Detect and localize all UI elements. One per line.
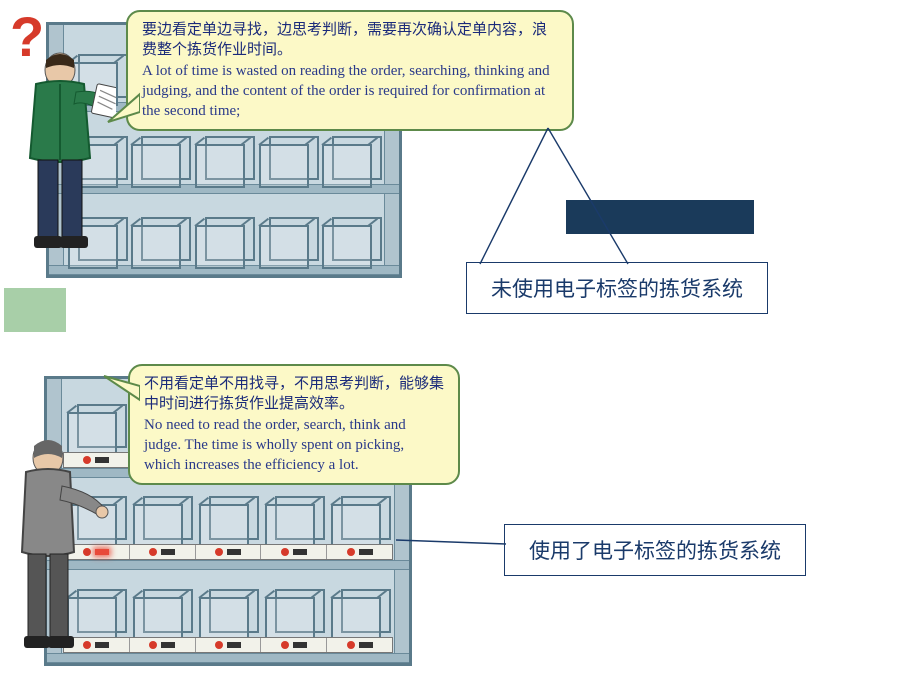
- electronic-label-strip: [63, 637, 393, 653]
- bubble-top-zh: 要边看定单边寻找，边思考判断，需要再次确认定单内容，浪费整个拣货作业时间。: [142, 20, 558, 61]
- storage-bin: [133, 496, 191, 546]
- electronic-label: [130, 545, 196, 559]
- electronic-label: [327, 638, 392, 652]
- storage-bin: [322, 136, 380, 186]
- electronic-label: [196, 545, 262, 559]
- storage-bin: [131, 217, 189, 267]
- storage-bin: [199, 589, 257, 639]
- bubble-bottom-zh: 不用看定单不用找寻，不用思考判断，能够集中时间进行拣货作业提高效率。: [144, 374, 444, 415]
- speech-bubble-top: 要边看定单边寻找，边思考判断，需要再次确认定单内容，浪费整个拣货作业时间。 A …: [126, 10, 574, 131]
- storage-bin: [199, 496, 257, 546]
- speech-bubble-bottom: 不用看定单不用找寻，不用思考判断，能够集中时间进行拣货作业提高效率。 No ne…: [128, 364, 460, 485]
- storage-bin: [133, 589, 191, 639]
- electronic-label: [196, 638, 262, 652]
- bubble-top-tail-icon: [106, 92, 140, 126]
- caption-bottom: 使用了电子标签的拣货系统: [504, 524, 806, 576]
- bubble-bottom-tail-icon: [100, 374, 140, 414]
- storage-bin: [265, 589, 323, 639]
- electronic-label: [261, 545, 327, 559]
- bubble-top-en: A lot of time is wasted on reading the o…: [142, 61, 558, 122]
- electronic-label-strip: [63, 544, 393, 560]
- storage-bin: [322, 217, 380, 267]
- storage-bin: [259, 217, 317, 267]
- callout-lines-top-icon: [398, 124, 658, 274]
- worker-top-icon: [6, 48, 116, 258]
- bubble-bottom-en: No need to read the order, search, think…: [144, 415, 444, 476]
- caption-top: 未使用电子标签的拣货系统: [466, 262, 768, 314]
- storage-bin: [331, 496, 389, 546]
- electronic-label: [130, 638, 196, 652]
- storage-bin: [195, 136, 253, 186]
- storage-bin: [195, 217, 253, 267]
- electronic-label: [327, 545, 392, 559]
- electronic-label: [261, 638, 327, 652]
- storage-bin: [265, 496, 323, 546]
- dark-bar: [566, 200, 754, 234]
- callout-line-bottom-icon: [396, 534, 516, 554]
- green-block: [4, 288, 66, 332]
- worker-bottom-icon: [0, 436, 110, 660]
- storage-bin: [259, 136, 317, 186]
- storage-bin: [331, 589, 389, 639]
- storage-bin: [131, 136, 189, 186]
